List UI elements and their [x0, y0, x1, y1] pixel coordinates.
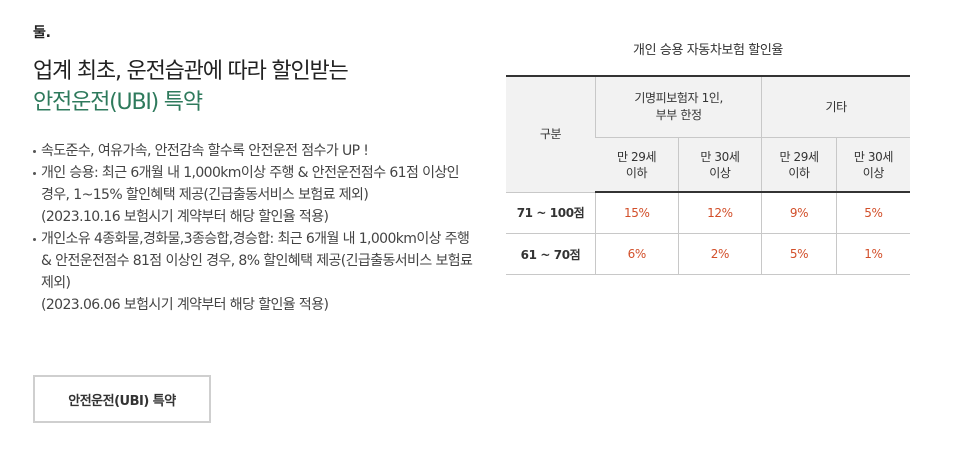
rate-cell: 2%	[677, 233, 762, 275]
headline: 업계 최초, 운전습관에 따라 할인받는 안전운전(UBI) 특약	[33, 56, 473, 118]
benefit-list: 속도준수, 여유가속, 안전감속 할수록 안전운전 점수가 UP ! 개인 승용…	[33, 140, 473, 316]
score-range-cell: 71 ~ 100점	[506, 192, 596, 234]
rate-cell: 15%	[595, 192, 679, 234]
discount-rate-table: 구분 기명피보험자 1인, 부부 한정 기타 만 29세 이하 만 30세 이상 만…	[506, 75, 910, 275]
rate-cell: 5%	[835, 192, 910, 234]
age-subheader: 만 29세 이하	[761, 137, 837, 193]
ubi-intro-section: 둘. 업계 최초, 운전습관에 따라 할인받는 안전운전(UBI) 특약 속도준…	[33, 22, 473, 316]
discount-rate-section: 개인 승용 자동차보험 할인율 구분 기명피보험자 1인, 부부 한정 기타 만…	[506, 40, 910, 275]
headline-accent: 안전운전(UBI) 특약	[33, 90, 203, 115]
benefit-text: 개인 승용: 최근 6개월 내 1,000km이상 주행 & 안전운전점수 61…	[41, 165, 460, 203]
group1-line2: 부부 한정	[655, 108, 702, 122]
rate-cell: 5%	[761, 233, 837, 275]
score-range-cell: 61 ~ 70점	[506, 233, 596, 275]
table-row: 71 ~ 100점 15% 12% 9% 5%	[506, 192, 910, 234]
group-named-insured-header: 기명피보험자 1인, 부부 한정	[594, 76, 762, 138]
table-row: 61 ~ 70점 6% 2% 5% 1%	[506, 233, 910, 275]
headline-line1: 업계 최초, 운전습관에 따라 할인받는	[33, 59, 349, 84]
rate-cell: 6%	[595, 233, 679, 275]
rate-cell: 9%	[761, 192, 837, 234]
col-category-header: 구분	[506, 76, 596, 193]
age-subheader: 만 30세 이상	[835, 137, 910, 193]
table-title: 개인 승용 자동차보험 할인율	[633, 43, 783, 58]
benefit-note: (2023.06.06 보험시기 계약부터 해당 할인율 적용)	[41, 297, 329, 313]
section-number: 둘.	[33, 25, 51, 41]
age-subheader: 만 29세 이하	[595, 137, 679, 193]
benefit-note: (2023.10.16 보험시기 계약부터 해당 할인율 적용)	[41, 209, 329, 225]
rate-cell: 1%	[835, 233, 910, 275]
benefit-text: 개인소유 4종화물,경화물,3종승합,경승합: 최근 6개월 내 1,000km…	[41, 231, 473, 291]
group1-line1: 기명피보험자 1인,	[634, 91, 723, 105]
benefit-item: 개인 승용: 최근 6개월 내 1,000km이상 주행 & 안전운전점수 61…	[33, 162, 473, 228]
benefit-item: 속도준수, 여유가속, 안전감속 할수록 안전운전 점수가 UP !	[33, 140, 473, 162]
benefit-text: 속도준수, 여유가속, 안전감속 할수록 안전운전 점수가 UP !	[41, 143, 369, 159]
ubi-rider-button[interactable]: 안전운전(UBI) 특약	[33, 375, 211, 423]
benefit-item: 개인소유 4종화물,경화물,3종승합,경승합: 최근 6개월 내 1,000km…	[33, 228, 473, 316]
rate-cell: 12%	[677, 192, 762, 234]
age-subheader: 만 30세 이상	[677, 137, 762, 193]
group-other-header: 기타	[761, 76, 910, 138]
